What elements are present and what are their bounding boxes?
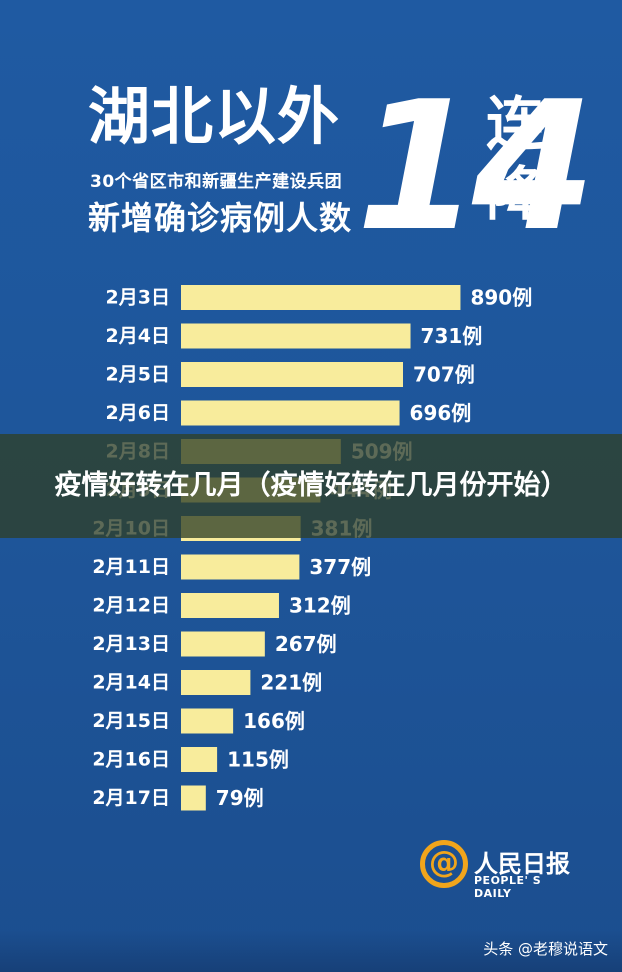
category-label: 2月17日: [92, 787, 170, 809]
footer: 头条 @老穆说语文: [0, 930, 622, 972]
bar: [181, 785, 206, 811]
people-daily-logo: @ 人民日报 PEOPLE' S DAILY: [420, 840, 580, 900]
bar: [181, 631, 265, 657]
subtitle-line1: 30个省区市和新疆生产建设兵团: [90, 172, 343, 192]
category-label: 2月13日: [92, 633, 170, 655]
value-label: 377例: [309, 555, 371, 579]
char-jiang: 降: [486, 160, 545, 228]
category-label: 2月5日: [106, 364, 170, 386]
value-label: 707例: [413, 363, 475, 387]
overlay-banner[interactable]: 疫情好转在几月（疫情好转在几月份开始）: [0, 434, 622, 538]
category-label: 2月3日: [106, 287, 170, 309]
category-label: 2月4日: [106, 325, 170, 347]
bar: [181, 323, 411, 349]
category-label: 2月12日: [92, 595, 170, 617]
bar: [181, 708, 234, 734]
value-label: 267例: [275, 632, 337, 656]
logo-english: PEOPLE' S DAILY: [474, 874, 542, 900]
value-label: 221例: [260, 671, 322, 695]
bar: [181, 400, 400, 426]
value-label: 731例: [421, 324, 483, 348]
page-title: 湖北以外: [88, 80, 341, 153]
big-number: 14: [356, 63, 596, 270]
bar-chart: 2月3日890例2月4日731例2月5日707例2月6日696例2月8日509例…: [92, 285, 532, 811]
bar: [181, 285, 461, 310]
footer-watermark: 头条 @老穆说语文: [483, 940, 608, 958]
value-label: 696例: [410, 401, 472, 425]
bar: [181, 593, 279, 618]
bar: [181, 362, 403, 387]
bar: [181, 747, 218, 772]
category-label: 2月6日: [106, 402, 170, 424]
category-label: 2月16日: [92, 749, 170, 771]
category-label: 2月15日: [92, 710, 170, 732]
header: 湖北以外 30个省区市和新疆生产建设兵团 新增确诊病例人数 14 连 降: [0, 0, 622, 270]
bar: [181, 670, 251, 695]
value-label: 312例: [289, 594, 351, 618]
category-label: 2月11日: [92, 556, 170, 578]
value-label: 79例: [216, 786, 264, 810]
banner-text: 疫情好转在几月（疫情好转在几月份开始）: [54, 470, 568, 501]
at-icon: @: [420, 840, 468, 888]
value-label: 115例: [227, 748, 289, 772]
value-label: 166例: [243, 709, 305, 733]
bar: [181, 554, 300, 580]
char-lian: 连: [486, 90, 545, 158]
logo-name: 人民日报: [474, 850, 570, 878]
category-label: 2月14日: [92, 672, 170, 694]
value-label: 890例: [470, 286, 532, 310]
subtitle-line2: 新增确诊病例人数: [88, 199, 353, 237]
